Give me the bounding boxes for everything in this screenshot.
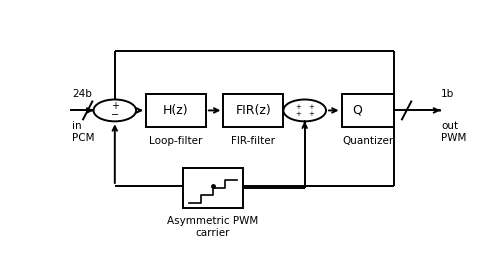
Circle shape: [284, 100, 326, 121]
Text: carrier: carrier: [196, 228, 230, 238]
FancyBboxPatch shape: [224, 94, 284, 127]
FancyBboxPatch shape: [342, 94, 394, 127]
Text: +: +: [308, 104, 314, 110]
Text: −: −: [111, 110, 119, 120]
Text: +: +: [111, 101, 119, 111]
Circle shape: [94, 100, 136, 121]
Text: FIR-filter: FIR-filter: [232, 136, 276, 146]
FancyBboxPatch shape: [182, 168, 242, 208]
Text: in: in: [72, 121, 82, 131]
Text: Loop-filter: Loop-filter: [149, 136, 203, 146]
Text: H(z): H(z): [163, 104, 188, 117]
Text: Q: Q: [352, 104, 362, 117]
Text: PCM: PCM: [72, 133, 94, 143]
Text: Asymmetric PWM: Asymmetric PWM: [167, 216, 258, 226]
Text: FIR(z): FIR(z): [236, 104, 271, 117]
Text: +: +: [308, 111, 314, 117]
Text: +: +: [296, 111, 301, 117]
FancyBboxPatch shape: [146, 94, 206, 127]
Text: out: out: [441, 121, 458, 131]
Text: +: +: [296, 104, 301, 110]
Text: 24b: 24b: [72, 90, 92, 100]
Text: 1b: 1b: [441, 90, 454, 100]
Text: Quantizer: Quantizer: [342, 136, 394, 146]
Text: PWM: PWM: [441, 133, 466, 143]
